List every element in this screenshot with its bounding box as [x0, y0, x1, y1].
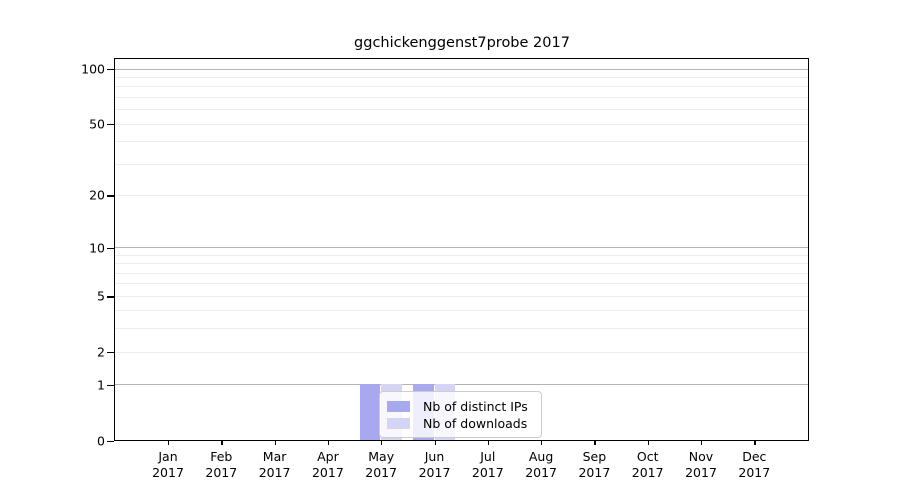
y-tick-label-1: 1	[97, 377, 105, 393]
y-tick-mark-10	[107, 247, 114, 249]
x-tick-label-mar: Mar 2017	[258, 448, 291, 480]
gridline-minor-4	[115, 310, 808, 312]
gridline-minor-90	[115, 76, 808, 78]
x-tick-label-jun: Jun 2017	[418, 448, 451, 480]
x-tick-year: 2017	[685, 464, 717, 480]
legend-swatch-distinct-ips-icon	[387, 400, 410, 412]
gridline-minor-50	[115, 123, 808, 125]
gridline-major-1	[115, 384, 808, 386]
x-tick-mark-nov	[701, 440, 703, 445]
x-tick-mark-jun	[434, 440, 436, 445]
legend-item-distinct-ips: Nb of distinct IPs	[387, 398, 534, 414]
y-tick-mark-2	[107, 352, 114, 354]
x-tick-year: 2017	[418, 464, 451, 480]
gridline-major-10	[115, 247, 808, 248]
x-tick-mark-mar	[274, 440, 276, 445]
x-tick-label-nov: Nov 2017	[685, 448, 717, 480]
x-tick-mark-may	[381, 440, 383, 445]
plot-area: Nb of distinct IPs Nb of downloads	[114, 58, 809, 441]
gridline-minor-80	[115, 86, 808, 88]
legend: Nb of distinct IPs Nb of downloads	[379, 391, 542, 438]
gridline-minor-7	[115, 272, 808, 274]
y-tick-label-100: 100	[81, 61, 105, 77]
bar-distinct_ips-may	[359, 384, 381, 440]
gridline-minor-5	[115, 295, 808, 297]
x-tick-label-sep: Sep 2017	[578, 448, 611, 480]
y-tick-mark-5	[107, 296, 114, 298]
x-tick-label-oct: Oct 2017	[631, 448, 664, 480]
x-tick-year: 2017	[258, 464, 291, 480]
y-tick-label-20: 20	[89, 187, 105, 203]
x-tick-mark-jan	[168, 440, 170, 445]
x-tick-mark-oct	[647, 440, 649, 445]
y-tick-mark-50	[107, 124, 114, 126]
y-tick-label-50: 50	[89, 116, 105, 132]
gridline-major-100	[115, 68, 808, 70]
gridline-minor-6	[115, 283, 808, 285]
gridline-minor-20	[115, 194, 808, 196]
legend-label-distinct-ips: Nb of distinct IPs	[423, 398, 528, 414]
y-tick-mark-1	[107, 384, 114, 386]
y-tick-label-5: 5	[97, 288, 105, 304]
gridline-minor-60	[115, 109, 808, 111]
x-tick-year: 2017	[365, 464, 398, 480]
x-tick-label-aug: Aug 2017	[525, 448, 557, 480]
x-tick-mark-sep	[594, 440, 596, 445]
x-tick-label-may: May 2017	[365, 448, 398, 480]
x-tick-mark-jul	[487, 440, 490, 445]
gridline-minor-30	[115, 163, 808, 165]
x-tick-year: 2017	[578, 464, 611, 480]
x-tick-label-dec: Dec 2017	[738, 448, 771, 480]
x-tick-mark-feb	[221, 440, 223, 445]
gridline-minor-40	[115, 141, 808, 143]
x-tick-year: 2017	[152, 464, 184, 480]
x-tick-label-apr: Apr 2017	[311, 448, 344, 480]
x-tick-label-jan: Jan 2017	[152, 448, 184, 480]
x-tick-year: 2017	[738, 464, 771, 480]
gridline-minor-3	[115, 328, 808, 330]
legend-label-downloads: Nb of downloads	[423, 415, 528, 431]
x-tick-label-feb: Feb 2017	[205, 448, 238, 480]
x-tick-mark-aug	[541, 440, 543, 445]
legend-item-downloads: Nb of downloads	[387, 415, 534, 431]
x-tick-year: 2017	[631, 464, 664, 480]
y-tick-mark-0	[107, 440, 114, 442]
y-tick-label-10: 10	[89, 240, 105, 255]
gridline-minor-9	[115, 254, 808, 256]
gridline-minor-70	[115, 96, 808, 98]
gridline-minor-2	[115, 351, 808, 353]
x-tick-year: 2017	[471, 464, 504, 480]
x-tick-year: 2017	[311, 464, 344, 480]
legend-swatch-downloads-icon	[387, 417, 410, 429]
y-tick-mark-20	[107, 195, 114, 197]
chart-title: ggchickenggenst7probe 2017	[354, 35, 570, 51]
x-tick-mark-apr	[327, 440, 330, 445]
x-tick-year: 2017	[525, 464, 557, 480]
y-tick-label-0: 0	[97, 433, 105, 448]
x-tick-year: 2017	[205, 464, 238, 480]
gridline-minor-8	[115, 263, 808, 265]
y-tick-label-2: 2	[97, 344, 105, 360]
y-tick-mark-100	[107, 69, 114, 71]
x-tick-label-jul: Jul 2017	[471, 448, 504, 480]
x-tick-mark-dec	[754, 440, 756, 445]
